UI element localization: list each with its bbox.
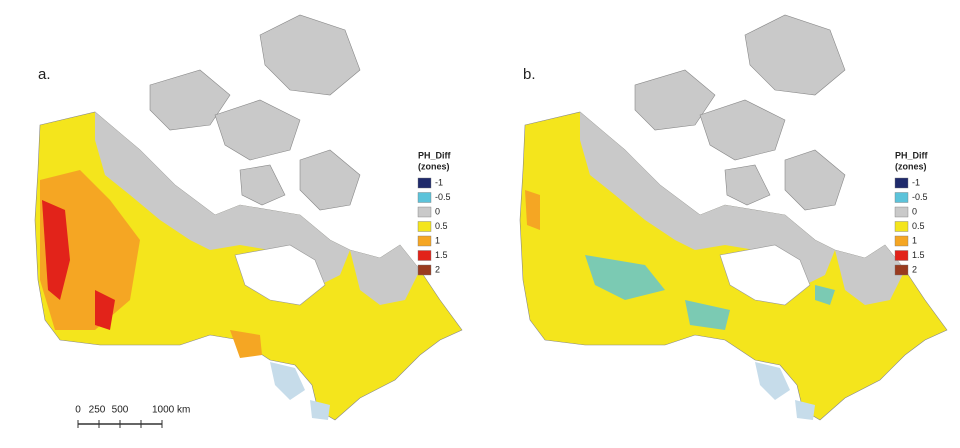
legend-swatch <box>417 192 432 203</box>
legend-label: 1 <box>435 235 440 245</box>
region-shading <box>525 190 540 230</box>
legend-swatch <box>417 177 432 189</box>
legend-label: 0.5 <box>435 221 448 231</box>
region-shading <box>95 290 115 330</box>
legend-swatch <box>417 206 432 218</box>
legend-label: 1.5 <box>435 250 448 260</box>
panel-label: b. <box>523 66 536 83</box>
legend-swatch <box>417 264 432 276</box>
scale-label: 500 <box>112 405 129 416</box>
legend-swatch <box>894 221 909 232</box>
legend-label: 1.5 <box>912 250 925 260</box>
region-shading <box>815 285 835 305</box>
legend-title: PH_Diff <box>418 150 452 160</box>
legend-label: -0.5 <box>435 192 451 202</box>
legend-swatch <box>894 235 909 247</box>
legend-title: PH_Diff <box>895 150 929 160</box>
legend-label: 0.5 <box>912 221 925 231</box>
region-shading <box>42 200 70 300</box>
legend-swatch <box>417 221 432 232</box>
legend-swatch <box>894 206 909 218</box>
panel-label: a. <box>38 66 51 83</box>
legend-swatch <box>894 250 909 261</box>
scale-label: 1000 km <box>152 405 190 416</box>
region-shading <box>230 330 262 358</box>
panel-a: 0 250 500 1000 km a. PH_Diff(zones) -1 -0.5… <box>34 14 463 428</box>
legend-label: 2 <box>435 264 440 274</box>
legend-subtitle: (zones) <box>418 161 450 171</box>
legend-swatch <box>894 192 909 203</box>
legend-swatch <box>894 177 909 189</box>
scale-label: 250 <box>89 405 106 416</box>
legend-label: 2 <box>912 264 917 274</box>
legend-label: -1 <box>435 177 443 187</box>
region-shading <box>685 300 730 330</box>
legend-label: 1 <box>912 235 917 245</box>
legend-label: 0 <box>435 206 440 216</box>
legend-swatch <box>417 235 432 247</box>
scale-label: 0 <box>75 405 81 416</box>
legend-swatch <box>417 250 432 261</box>
legend-swatch <box>894 264 909 276</box>
legend-label: -1 <box>912 177 920 187</box>
scale-bar: 0 250 500 1000 km <box>75 405 190 428</box>
legend-label: 0 <box>912 206 917 216</box>
legend-label: -0.5 <box>912 192 928 202</box>
legend-subtitle: (zones) <box>895 161 927 171</box>
region-shading <box>585 255 665 300</box>
panel-b: b. PH_Diff(zones) -1 -0.5 0 0.5 1 1.5 2 <box>519 14 948 421</box>
